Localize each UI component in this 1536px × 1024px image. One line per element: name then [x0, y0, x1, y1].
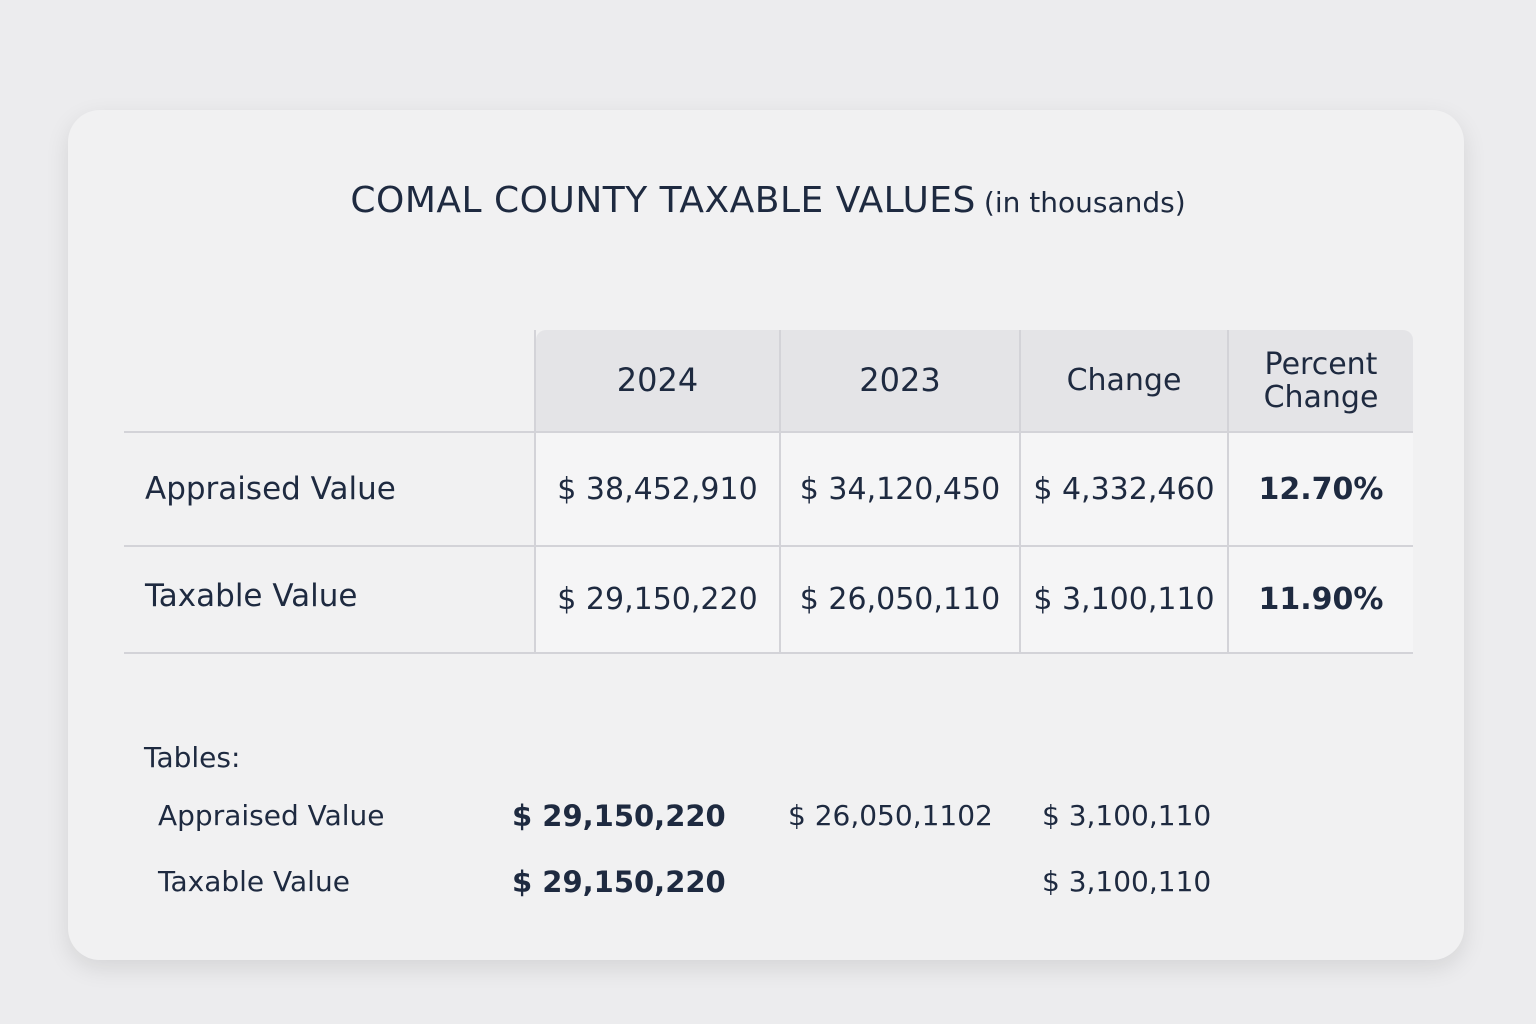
divider: [1227, 330, 1229, 653]
footer-appraised-2024: $ 29,150,220: [512, 799, 726, 833]
divider: [1019, 330, 1021, 653]
footer-taxable-change: $ 3,100,110: [1042, 865, 1212, 898]
footer-heading: Tables:: [144, 741, 241, 774]
footer-appraised-2023: $ 26,050,1102: [788, 799, 993, 832]
cell-appraised-change: $ 4,332,460: [1033, 471, 1215, 507]
divider: [124, 545, 1413, 547]
cell-taxable-2024: $ 29,150,220: [557, 582, 758, 617]
cell-appraised-2024: $ 38,452,910: [557, 471, 758, 507]
cell-appraised-percent: 12.70%: [1258, 471, 1384, 507]
cell-appraised-2023: $ 34,120,450: [799, 471, 1001, 507]
divider: [779, 330, 781, 653]
cell-taxable-change: $ 3,100,110: [1033, 582, 1215, 617]
title-subtitle: (in thousands): [983, 186, 1186, 219]
divider: [124, 652, 1413, 654]
column-header-2023: 2023: [859, 360, 941, 399]
footer-taxable-2024: $ 29,150,220: [512, 865, 726, 899]
title-main: COMAL COUNTY TAXABLE VALUES: [350, 180, 976, 221]
footer-appraised-change: $ 3,100,110: [1042, 799, 1212, 832]
header-row-background: [536, 330, 1413, 431]
divider: [534, 330, 536, 653]
column-header-percent-change: Percent Change: [1263, 346, 1379, 415]
row-label-appraised: Appraised Value: [145, 471, 396, 507]
cell-taxable-2023: $ 26,050,110: [799, 582, 1001, 617]
footer-label-taxable: Taxable Value: [158, 865, 350, 898]
page-title: COMAL COUNTY TAXABLE VALUES (in thousands…: [0, 180, 1536, 221]
divider: [124, 431, 1413, 433]
data-background: [536, 432, 1413, 653]
column-header-change: Change: [1066, 363, 1182, 398]
cell-taxable-percent: 11.90%: [1258, 582, 1384, 617]
column-header-2024: 2024: [616, 360, 699, 399]
footer-label-appraised: Appraised Value: [158, 799, 385, 832]
row-label-taxable: Taxable Value: [145, 578, 358, 614]
